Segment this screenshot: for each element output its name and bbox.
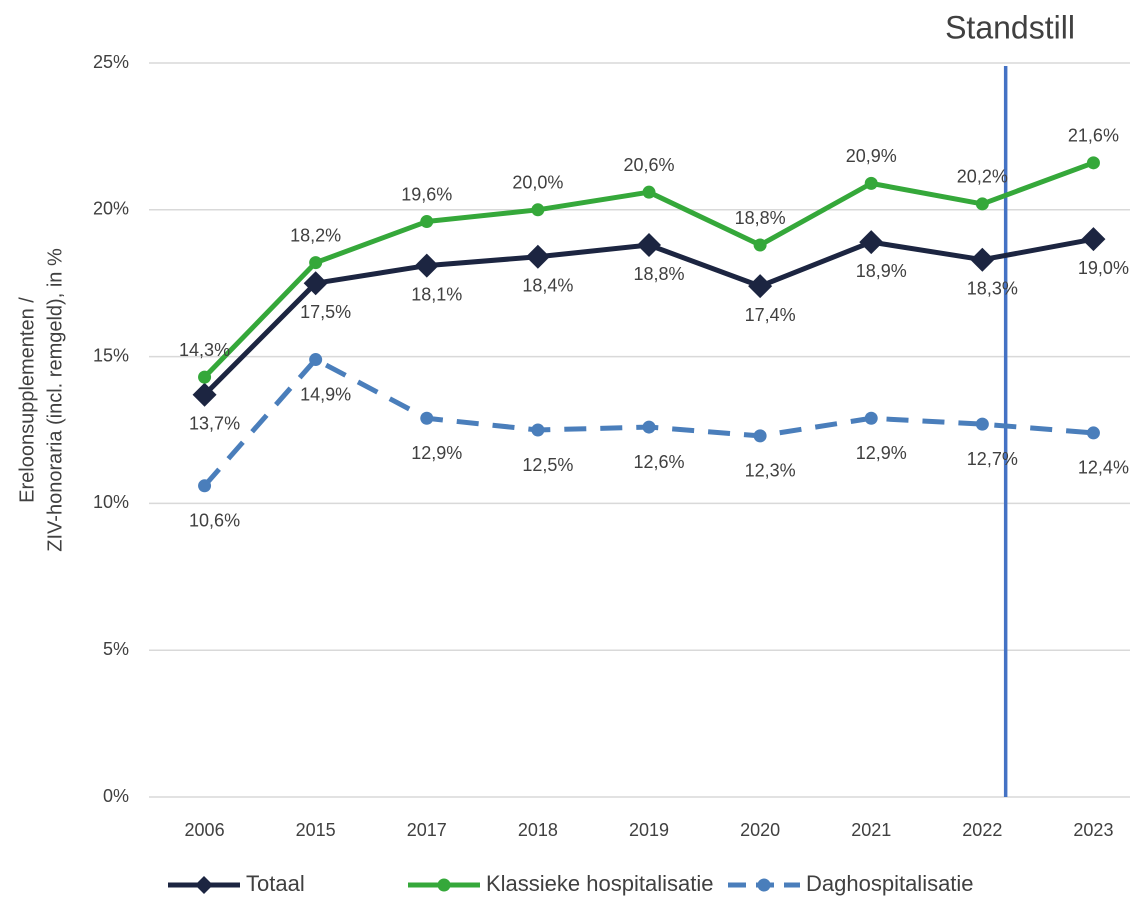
x-tick-label: 2018: [518, 820, 558, 840]
point: [525, 244, 550, 269]
data-label: 12,4%: [1078, 458, 1129, 478]
data-label: 17,5%: [300, 302, 351, 322]
y-tick-label: 15%: [93, 345, 129, 365]
data-label: 21,6%: [1068, 126, 1119, 146]
point: [1086, 426, 1100, 440]
y-tick-label: 25%: [93, 52, 129, 72]
point: [420, 411, 434, 425]
point: [864, 176, 878, 190]
y-tick-label: 10%: [93, 492, 129, 512]
data-label: 12,9%: [411, 443, 462, 463]
point: [420, 215, 434, 229]
point: [198, 479, 212, 493]
data-label: 18,8%: [633, 264, 684, 284]
data-label: 13,7%: [189, 414, 240, 434]
data-label: 14,3%: [179, 340, 230, 360]
data-label: 12,3%: [745, 461, 796, 481]
data-label: 14,9%: [300, 384, 351, 404]
legend-marker: [757, 878, 771, 892]
point: [1081, 227, 1106, 252]
legend-label: Daghospitalisatie: [806, 871, 974, 896]
x-tick-label: 2021: [851, 820, 891, 840]
point: [198, 370, 212, 384]
point: [748, 274, 773, 299]
x-tick-label: 2019: [629, 820, 669, 840]
point: [531, 423, 545, 437]
point: [637, 233, 661, 258]
data-label: 12,5%: [522, 455, 573, 475]
point: [859, 230, 884, 255]
x-tick-label: 2006: [185, 820, 225, 840]
y-axis-title: Ereloonsupplementen /: [16, 297, 38, 503]
point: [753, 429, 767, 443]
data-label: 17,4%: [745, 305, 796, 325]
point: [642, 185, 656, 199]
data-label: 19,6%: [401, 184, 452, 204]
data-label: 12,9%: [856, 443, 907, 463]
point: [414, 253, 439, 278]
annotation: Standstill: [945, 9, 1075, 45]
data-label: 18,2%: [290, 225, 341, 245]
x-tick-label: 2017: [407, 820, 447, 840]
point: [1086, 156, 1100, 170]
x-tick-label: 2020: [740, 820, 780, 840]
point: [642, 420, 656, 434]
y-axis-title: ZIV-honoraria (incl. remgeld), in %: [44, 248, 66, 552]
point: [864, 411, 878, 425]
y-tick-label: 20%: [93, 199, 129, 219]
legend-label: Klassieke hospitalisatie: [486, 871, 713, 896]
data-label: 10,6%: [189, 511, 240, 531]
legend-marker: [437, 878, 451, 892]
point: [303, 271, 328, 296]
point: [309, 256, 323, 270]
y-tick-label: 5%: [103, 639, 129, 659]
data-label: 20,0%: [512, 173, 563, 193]
data-label: 18,8%: [735, 208, 786, 228]
point: [531, 203, 545, 217]
y-tick-label: 0%: [103, 786, 129, 806]
x-tick-label: 2023: [1073, 820, 1113, 840]
data-label: 18,4%: [522, 276, 573, 296]
data-label: 20,2%: [957, 167, 1008, 187]
point: [192, 382, 217, 407]
x-tick-label: 2022: [962, 820, 1002, 840]
point: [309, 353, 323, 367]
data-label: 12,7%: [967, 449, 1018, 469]
data-label: 19,0%: [1078, 258, 1129, 278]
data-label: 18,9%: [856, 261, 907, 281]
point: [753, 238, 767, 252]
point: [970, 247, 995, 272]
data-label: 12,6%: [633, 452, 684, 472]
data-label: 20,9%: [846, 146, 897, 166]
point: [975, 197, 989, 211]
data-label: 18,1%: [411, 284, 462, 304]
point: [975, 417, 989, 431]
legend-label: Totaal: [246, 871, 305, 896]
x-tick-label: 2015: [296, 820, 336, 840]
legend-marker: [195, 876, 213, 894]
data-label: 18,3%: [967, 278, 1018, 298]
data-label: 20,6%: [623, 155, 674, 175]
